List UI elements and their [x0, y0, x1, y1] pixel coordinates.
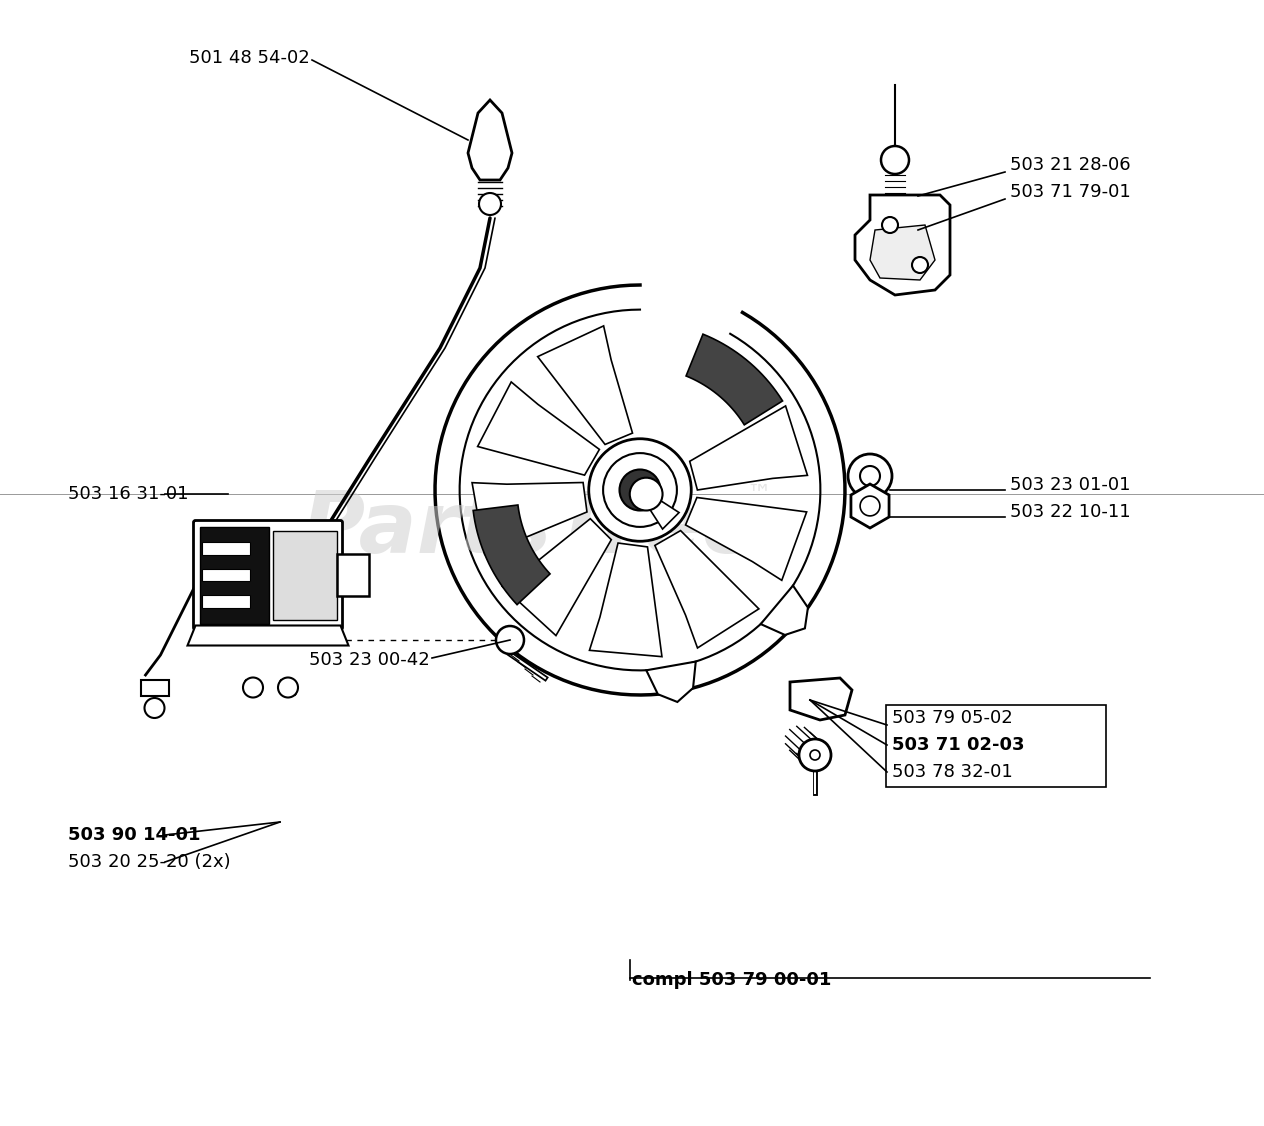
Polygon shape: [200, 527, 269, 624]
Text: 503 22 10-11: 503 22 10-11: [1010, 503, 1130, 521]
Circle shape: [848, 454, 892, 498]
Polygon shape: [187, 626, 349, 645]
Text: 503 16 31-01: 503 16 31-01: [68, 485, 188, 503]
Polygon shape: [761, 586, 808, 635]
Polygon shape: [336, 554, 369, 596]
Text: 503 21 28-06: 503 21 28-06: [1010, 157, 1130, 175]
Text: PartsTree: PartsTree: [301, 488, 761, 571]
Text: 503 23 01-01: 503 23 01-01: [1010, 476, 1130, 494]
Polygon shape: [502, 519, 612, 635]
Bar: [886, 705, 1106, 787]
Polygon shape: [790, 678, 852, 720]
Polygon shape: [478, 382, 599, 475]
Polygon shape: [854, 195, 951, 295]
Circle shape: [629, 477, 662, 510]
Text: 503 23 00-42: 503 23 00-42: [310, 651, 430, 669]
Polygon shape: [273, 530, 336, 619]
Text: ™: ™: [746, 483, 771, 508]
Circle shape: [881, 146, 909, 175]
Polygon shape: [685, 498, 806, 580]
Polygon shape: [537, 325, 632, 445]
Polygon shape: [646, 662, 695, 701]
Text: 503 78 32-01: 503 78 32-01: [892, 763, 1012, 781]
Polygon shape: [686, 334, 782, 425]
Circle shape: [619, 470, 661, 510]
FancyBboxPatch shape: [193, 520, 343, 629]
Circle shape: [495, 626, 525, 654]
Polygon shape: [690, 406, 808, 490]
Polygon shape: [471, 483, 586, 554]
Polygon shape: [468, 100, 512, 180]
Circle shape: [278, 678, 298, 697]
Circle shape: [860, 497, 880, 516]
Text: 503 71 79-01: 503 71 79-01: [1010, 184, 1131, 202]
Polygon shape: [140, 680, 168, 696]
Polygon shape: [201, 595, 250, 608]
Polygon shape: [655, 530, 758, 647]
Text: 503 71 02-03: 503 71 02-03: [892, 736, 1025, 754]
Text: 503 20 25-20 (2x): 503 20 25-20 (2x): [68, 854, 230, 872]
Circle shape: [243, 678, 263, 697]
Text: 503 79 05-02: 503 79 05-02: [892, 709, 1012, 727]
Circle shape: [589, 439, 691, 542]
Polygon shape: [870, 225, 935, 280]
Text: 503 90 14-01: 503 90 14-01: [68, 826, 201, 844]
Text: 501 48 54-02: 501 48 54-02: [190, 50, 310, 68]
Polygon shape: [647, 497, 679, 529]
Polygon shape: [473, 504, 550, 605]
Circle shape: [144, 698, 164, 718]
Circle shape: [799, 739, 830, 771]
Circle shape: [913, 257, 928, 272]
Polygon shape: [851, 484, 889, 528]
Text: compl 503 79 00-01: compl 503 79 00-01: [632, 971, 832, 989]
Polygon shape: [589, 543, 662, 656]
Circle shape: [882, 217, 897, 233]
Circle shape: [860, 466, 880, 486]
Circle shape: [810, 750, 820, 760]
Polygon shape: [201, 569, 250, 581]
Circle shape: [603, 453, 678, 527]
Circle shape: [479, 193, 501, 215]
Polygon shape: [201, 543, 250, 555]
